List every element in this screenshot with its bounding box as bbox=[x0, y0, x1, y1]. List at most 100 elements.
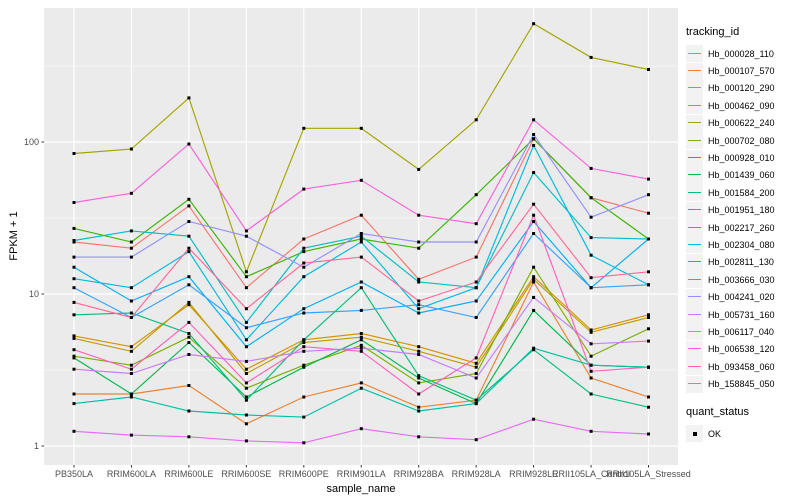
data-point bbox=[532, 143, 536, 147]
x-tick-label: PB350LA bbox=[55, 469, 93, 479]
data-point bbox=[532, 118, 536, 122]
data-point bbox=[417, 303, 421, 307]
legend-item-label: Hb_003666_030 bbox=[708, 274, 775, 285]
data-point bbox=[417, 240, 421, 244]
data-point bbox=[532, 137, 536, 141]
data-point bbox=[244, 395, 248, 399]
data-point bbox=[72, 392, 76, 396]
data-point bbox=[359, 234, 363, 238]
data-point bbox=[72, 356, 76, 360]
data-point bbox=[72, 201, 76, 204]
x-tick-label: RRIM928LA bbox=[452, 469, 501, 479]
data-point bbox=[302, 349, 306, 353]
data-point bbox=[417, 353, 421, 356]
data-point bbox=[72, 286, 76, 290]
data-point bbox=[187, 250, 191, 254]
data-point bbox=[244, 367, 248, 371]
legend-item-label: Hb_000107_570 bbox=[708, 66, 775, 77]
legend-item-label: Hb_000702_080 bbox=[708, 135, 775, 146]
data-point bbox=[244, 398, 248, 402]
data-point bbox=[302, 311, 306, 315]
data-point bbox=[129, 395, 133, 399]
data-point bbox=[302, 265, 306, 269]
data-point bbox=[129, 372, 133, 375]
data-point bbox=[129, 367, 133, 371]
legend-item-Hb_002811_130: Hb_002811_130 bbox=[686, 253, 775, 271]
data-point bbox=[244, 422, 248, 426]
legend-key-line-icon bbox=[686, 340, 703, 358]
data-point bbox=[72, 354, 76, 358]
data-point bbox=[589, 363, 593, 367]
data-point bbox=[647, 365, 650, 369]
data-point bbox=[589, 376, 593, 380]
data-point bbox=[474, 286, 478, 290]
legend-key-point-icon bbox=[686, 425, 703, 442]
data-point bbox=[417, 376, 421, 380]
legend-item-Hb_001439_060: Hb_001439_060 bbox=[686, 166, 775, 184]
data-point bbox=[302, 126, 306, 130]
data-point bbox=[302, 395, 306, 399]
data-point bbox=[359, 255, 363, 259]
legend-item-Hb_093458_060: Hb_093458_060 bbox=[686, 358, 775, 376]
data-point bbox=[187, 96, 191, 100]
legend-item-label: Hb_002217_260 bbox=[708, 222, 775, 233]
data-point bbox=[474, 255, 478, 259]
data-point bbox=[417, 405, 421, 409]
data-point bbox=[647, 68, 650, 71]
data-point bbox=[72, 429, 76, 433]
legend-key-line-icon bbox=[686, 358, 703, 376]
data-point bbox=[187, 300, 191, 304]
data-point bbox=[532, 133, 536, 136]
data-point bbox=[244, 286, 248, 290]
legend-key-line-icon bbox=[686, 271, 703, 289]
data-point bbox=[129, 191, 133, 195]
data-point bbox=[417, 349, 421, 353]
data-point bbox=[589, 55, 593, 59]
legend-key-line-icon bbox=[686, 253, 703, 271]
data-point bbox=[244, 372, 248, 375]
data-point bbox=[589, 392, 593, 396]
data-point bbox=[532, 275, 536, 279]
legend-item-label: Hb_093458_060 bbox=[708, 361, 775, 372]
data-point bbox=[129, 229, 133, 233]
data-point bbox=[359, 343, 363, 347]
legend-key-line-icon bbox=[686, 219, 703, 237]
data-point bbox=[474, 372, 478, 375]
data-point bbox=[417, 311, 421, 315]
data-point bbox=[474, 118, 478, 122]
data-point bbox=[417, 213, 421, 217]
legend-item-Hb_000702_080: Hb_000702_080 bbox=[686, 132, 775, 150]
data-point bbox=[302, 187, 306, 191]
data-point bbox=[532, 232, 536, 235]
data-point bbox=[359, 427, 363, 431]
data-point bbox=[187, 409, 191, 413]
legend-item-label: Hb_000028_110 bbox=[708, 48, 774, 59]
data-point bbox=[589, 166, 593, 170]
data-point bbox=[72, 152, 76, 155]
legend-key-line-icon bbox=[686, 184, 703, 202]
legend-key-line-icon bbox=[686, 288, 703, 306]
data-point bbox=[532, 417, 536, 421]
data-point bbox=[244, 345, 248, 349]
legend-key-line-icon bbox=[686, 45, 703, 63]
legend-key-line-icon bbox=[686, 201, 703, 219]
data-point bbox=[532, 280, 536, 284]
data-point bbox=[359, 240, 363, 244]
data-point bbox=[417, 381, 421, 385]
legend-item-Hb_000928_010: Hb_000928_010 bbox=[686, 149, 775, 167]
data-point bbox=[302, 363, 306, 367]
data-point bbox=[474, 376, 478, 380]
legend-item-label: Hb_000928_010 bbox=[708, 153, 775, 164]
legend-item-Hb_000028_110: Hb_000028_110 bbox=[686, 45, 775, 63]
legend-key-line-icon bbox=[686, 166, 703, 184]
data-point bbox=[359, 381, 363, 385]
legend-item-Hb_001951_180: Hb_001951_180 bbox=[686, 201, 775, 219]
data-point bbox=[187, 435, 191, 439]
data-point bbox=[187, 341, 191, 344]
legend-item-label: Hb_001439_060 bbox=[708, 170, 775, 181]
data-point bbox=[244, 320, 248, 324]
data-point bbox=[417, 374, 421, 378]
x-tick-label: RRIM600PE bbox=[279, 469, 329, 479]
